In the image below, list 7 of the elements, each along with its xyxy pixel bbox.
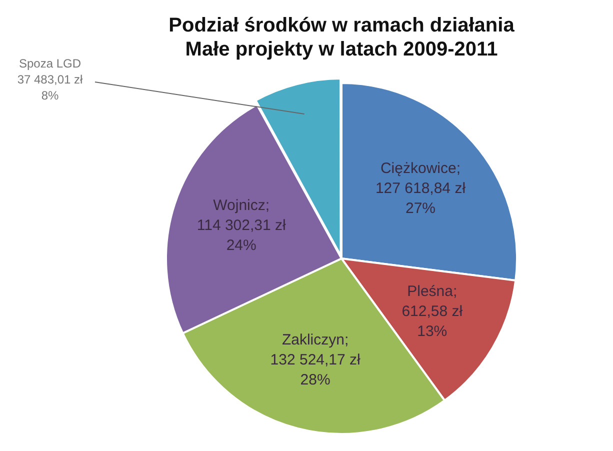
chart-title: Podział środków w ramach działania Małe projekty w latach 2009-2011 — [168, 14, 516, 61]
slice-label: Spoza LGD — [18, 56, 82, 70]
slice-label: Zakliczyn; 132 524,17 zł 28% — [270, 332, 362, 389]
slice-label: Wojnicz; 114 302,31 zł 24% — [196, 197, 286, 254]
slice-label: Ciężkowice; 127 618,84 zł 27% — [375, 160, 466, 218]
slice-label: Pleśna; 612,58 zł 13% — [402, 283, 464, 340]
data-label: 37 483,01 zł 8% — [17, 72, 84, 102]
